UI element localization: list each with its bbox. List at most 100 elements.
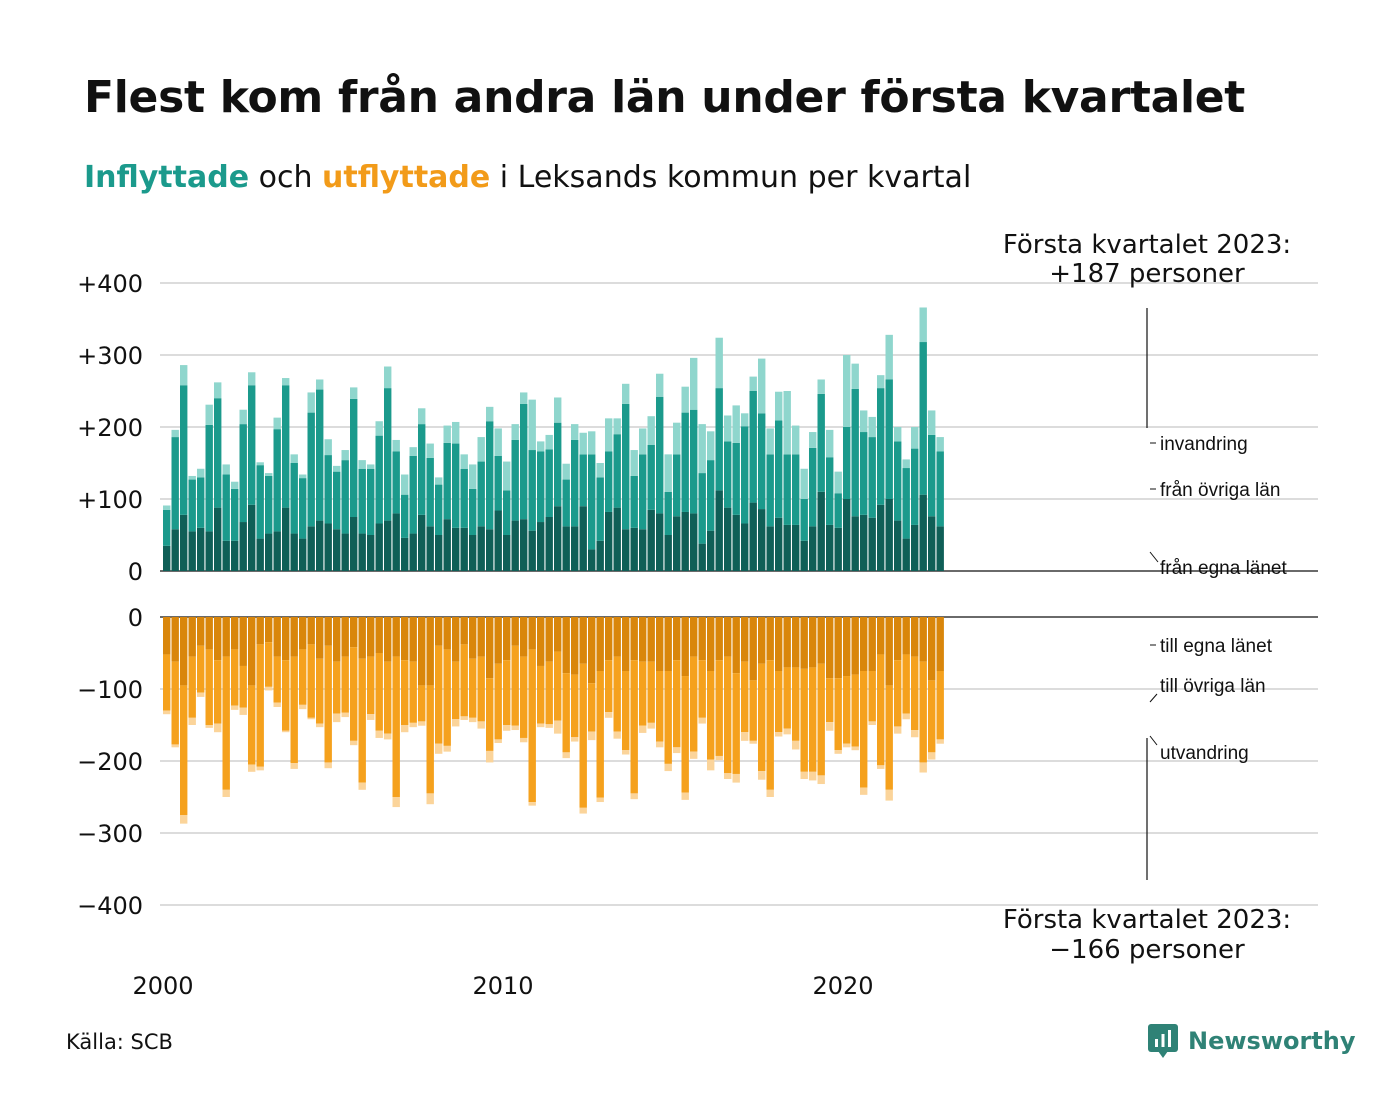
bar-in-immigration (435, 477, 443, 485)
bar-in-own (571, 526, 579, 571)
bar-in-own (316, 520, 324, 571)
bar-out-immigration (384, 733, 392, 740)
bar-out-immigration (622, 750, 630, 755)
bar-in-own (545, 517, 553, 571)
bar-in-other (545, 449, 553, 517)
bar-in-other (724, 441, 732, 508)
bar-in-other (656, 396, 664, 514)
bar-in-other (341, 460, 349, 534)
bar-in-immigration (188, 475, 196, 480)
bar-out-own (826, 617, 834, 679)
bar-in-own (707, 530, 715, 571)
bar-in-other (290, 463, 298, 534)
bar-in-own (324, 523, 332, 571)
bar-out-immigration (205, 725, 213, 728)
bar-out-other (792, 667, 800, 741)
bar-out-own (205, 617, 213, 650)
bar-in-other (588, 454, 596, 550)
y-tick-label: −400 (77, 892, 143, 920)
bar-in-other (579, 454, 587, 507)
bar-in-own (681, 511, 689, 571)
bar-in-immigration (460, 454, 468, 469)
bar-in-own (775, 517, 783, 571)
bar-out-other (188, 656, 196, 718)
bar-in-immigration (222, 464, 230, 475)
bar-out-immigration (851, 746, 859, 751)
bar-in-own (188, 531, 196, 571)
bar-in-own (375, 523, 383, 571)
annotations: Första kvartalet 2023: +187 personer För… (1003, 230, 1291, 965)
bar-out-own (817, 617, 825, 664)
bar-in-immigration (180, 365, 188, 386)
bar-in-other (316, 389, 324, 521)
bar-out-own (664, 617, 672, 671)
bar-out-other (851, 674, 859, 747)
bar-in-other (409, 455, 417, 534)
bar-out-own (605, 617, 613, 661)
bar-in-immigration (554, 397, 562, 423)
bar-in-other (919, 342, 927, 495)
bar-out-other (868, 671, 876, 722)
bar-out-immigration (409, 722, 417, 728)
bar-in-immigration (273, 417, 281, 430)
bar-out-other (766, 660, 774, 790)
subtitle-inflyttade: Inflyttade (84, 160, 250, 195)
bar-out-other (205, 649, 213, 725)
y-tick-label: −300 (77, 820, 143, 848)
bar-out-own (171, 617, 179, 662)
bar-in-own (528, 530, 536, 571)
bar-out-own (520, 617, 528, 657)
bar-in-immigration (826, 429, 834, 458)
bar-in-own (392, 513, 400, 571)
bar-in-own (205, 531, 213, 571)
bar-in-own (664, 535, 672, 571)
bar-out-other (656, 671, 664, 742)
bar-in-immigration (443, 425, 451, 443)
bar-out-own (358, 617, 366, 659)
bar-out-own (894, 617, 902, 661)
label-invandring: invandring (1160, 434, 1248, 455)
bar-in-other (715, 388, 723, 491)
bar-in-other (911, 448, 919, 525)
bar-out-other (392, 656, 400, 797)
bar-in-other (894, 441, 902, 521)
bar-in-own (486, 529, 494, 571)
bar-in-other (511, 439, 519, 521)
bar-in-own (613, 507, 621, 571)
bar-in-own (902, 538, 910, 571)
bar-in-immigration (341, 450, 349, 461)
bar-in-immigration (562, 463, 570, 480)
bar-in-own (732, 514, 740, 571)
bar-in-immigration (231, 481, 239, 489)
bar-out-own (902, 617, 910, 655)
bar-out-immigration (656, 741, 664, 748)
bar-in-immigration (630, 450, 638, 476)
bar-out-other (588, 683, 596, 732)
bar-out-other (511, 645, 519, 726)
bar-out-immigration (341, 712, 349, 718)
bar-out-own (375, 617, 383, 653)
bar-out-other (486, 678, 494, 751)
bar-in-other (477, 461, 485, 527)
bar-in-other (741, 426, 749, 524)
bar-out-immigration (571, 737, 579, 742)
bar-out-other (256, 644, 264, 767)
bar-out-immigration (418, 721, 426, 726)
bar-out-other (843, 676, 851, 744)
bar-in-other (681, 412, 689, 512)
bar-in-other (503, 490, 511, 535)
bar-out-other (690, 656, 698, 752)
bar-out-own (537, 617, 545, 666)
bar-in-immigration (511, 424, 519, 440)
bar-out-own (256, 617, 264, 645)
bar-in-other (843, 427, 851, 499)
bar-out-immigration (724, 773, 732, 779)
bar-out-immigration (919, 762, 927, 773)
bar-out-immigration (800, 771, 808, 779)
y-tick-label: +100 (77, 486, 143, 514)
bar-out-own (401, 617, 409, 661)
brand-logo: Newsworthy (1148, 1024, 1356, 1058)
bar-in-own (554, 506, 562, 571)
bar-out-own (350, 617, 358, 648)
bar-out-immigration (681, 792, 689, 800)
